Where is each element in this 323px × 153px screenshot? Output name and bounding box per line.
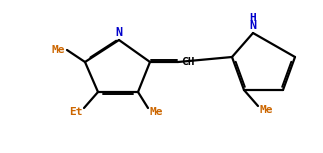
Text: N: N	[249, 19, 256, 32]
Text: Me: Me	[51, 45, 65, 55]
Text: H: H	[250, 13, 256, 23]
Text: CH: CH	[181, 57, 194, 67]
Text: N: N	[115, 26, 122, 39]
Text: Me: Me	[149, 107, 162, 117]
Text: Et: Et	[69, 107, 83, 117]
Text: Me: Me	[260, 105, 274, 115]
